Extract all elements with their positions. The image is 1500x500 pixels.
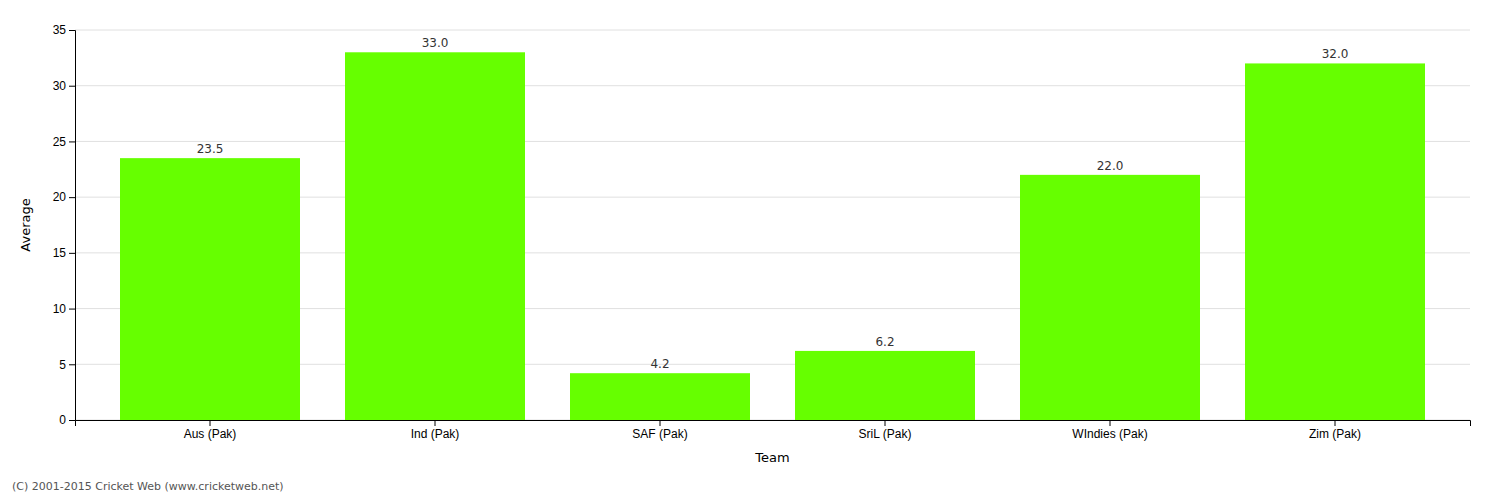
bars (120, 52, 1425, 420)
data-labels: 23.5 33.0 4.2 6.2 22.0 32.0 (197, 36, 1349, 371)
tick-mark (1110, 420, 1111, 426)
tick: 20 (53, 190, 75, 204)
tick-mark (69, 364, 75, 365)
bar (1020, 175, 1200, 420)
plot: 0 5 10 15 20 25 30 35 Aus (Pak) Ind (Pak) SAF (Pak… (53, 23, 1471, 440)
tick-label: Ind (Pak) (411, 427, 460, 441)
chart: 0 5 10 15 20 25 30 35 Aus (Pak) Ind (Pak) SAF (Pak… (0, 0, 1500, 500)
tick-label: 35 (53, 23, 67, 37)
tick: Ind (Pak) (411, 420, 460, 441)
tick: 15 (53, 246, 75, 260)
tick-label: 0 (59, 413, 66, 427)
tick-mark (69, 197, 75, 198)
tick: 35 (53, 23, 75, 37)
bar (345, 52, 525, 420)
tick-label: SAF (Pak) (632, 427, 687, 441)
tick-mark (210, 420, 211, 426)
tick: 5 (59, 358, 75, 372)
tick-label: Zim (Pak) (1309, 427, 1361, 441)
tick: 0 (59, 413, 75, 427)
data-label: 23.5 (197, 142, 224, 156)
tick-label: 10 (53, 302, 67, 316)
tick: SAF (Pak) (632, 420, 687, 441)
tick-mark (69, 86, 75, 87)
grid (75, 30, 1470, 420)
tick: 10 (53, 302, 75, 316)
tick-label: 20 (53, 190, 67, 204)
tick-mark (1335, 420, 1336, 426)
y-axis: 0 5 10 15 20 25 30 35 (53, 23, 76, 427)
tick: 25 (53, 135, 75, 149)
tick-mark (885, 420, 886, 426)
bar (1245, 63, 1425, 420)
tick-label: 25 (53, 135, 67, 149)
tick-mark (69, 253, 75, 254)
tick-mark (69, 420, 75, 421)
tick-label: 5 (59, 358, 66, 372)
tick-label: Aus (Pak) (184, 427, 237, 441)
tick-mark (69, 30, 75, 31)
tick-mark (435, 420, 436, 426)
tick-mark (69, 309, 75, 310)
tick-mark (660, 420, 661, 426)
bar (795, 351, 975, 420)
data-label: 33.0 (422, 36, 449, 50)
y-axis-title: Average (18, 198, 33, 251)
grid-line (75, 30, 1470, 31)
x-axis: Aus (Pak) Ind (Pak) SAF (Pak) SriL (Pak) WIn… (76, 420, 1471, 441)
axis-line (76, 421, 1471, 427)
x-axis-title: Team (754, 450, 789, 465)
data-label: 32.0 (1322, 47, 1349, 61)
tick: SriL (Pak) (859, 420, 912, 441)
tick-mark (69, 141, 75, 142)
data-label: 6.2 (875, 335, 894, 349)
tick: Zim (Pak) (1309, 420, 1361, 441)
data-label: 22.0 (1097, 159, 1124, 173)
tick-label: SriL (Pak) (859, 427, 912, 441)
bar (120, 158, 300, 420)
tick-label: WIndies (Pak) (1072, 427, 1147, 441)
footer: (C) 2001-2015 Cricket Web (www.cricketwe… (12, 480, 284, 493)
tick: 30 (53, 79, 75, 93)
data-label: 4.2 (650, 357, 669, 371)
tick: Aus (Pak) (184, 420, 237, 441)
bar (570, 373, 750, 420)
tick-label: 30 (53, 79, 67, 93)
axis-line (69, 31, 76, 421)
tick: WIndies (Pak) (1072, 420, 1147, 441)
tick-label: 15 (53, 246, 67, 260)
